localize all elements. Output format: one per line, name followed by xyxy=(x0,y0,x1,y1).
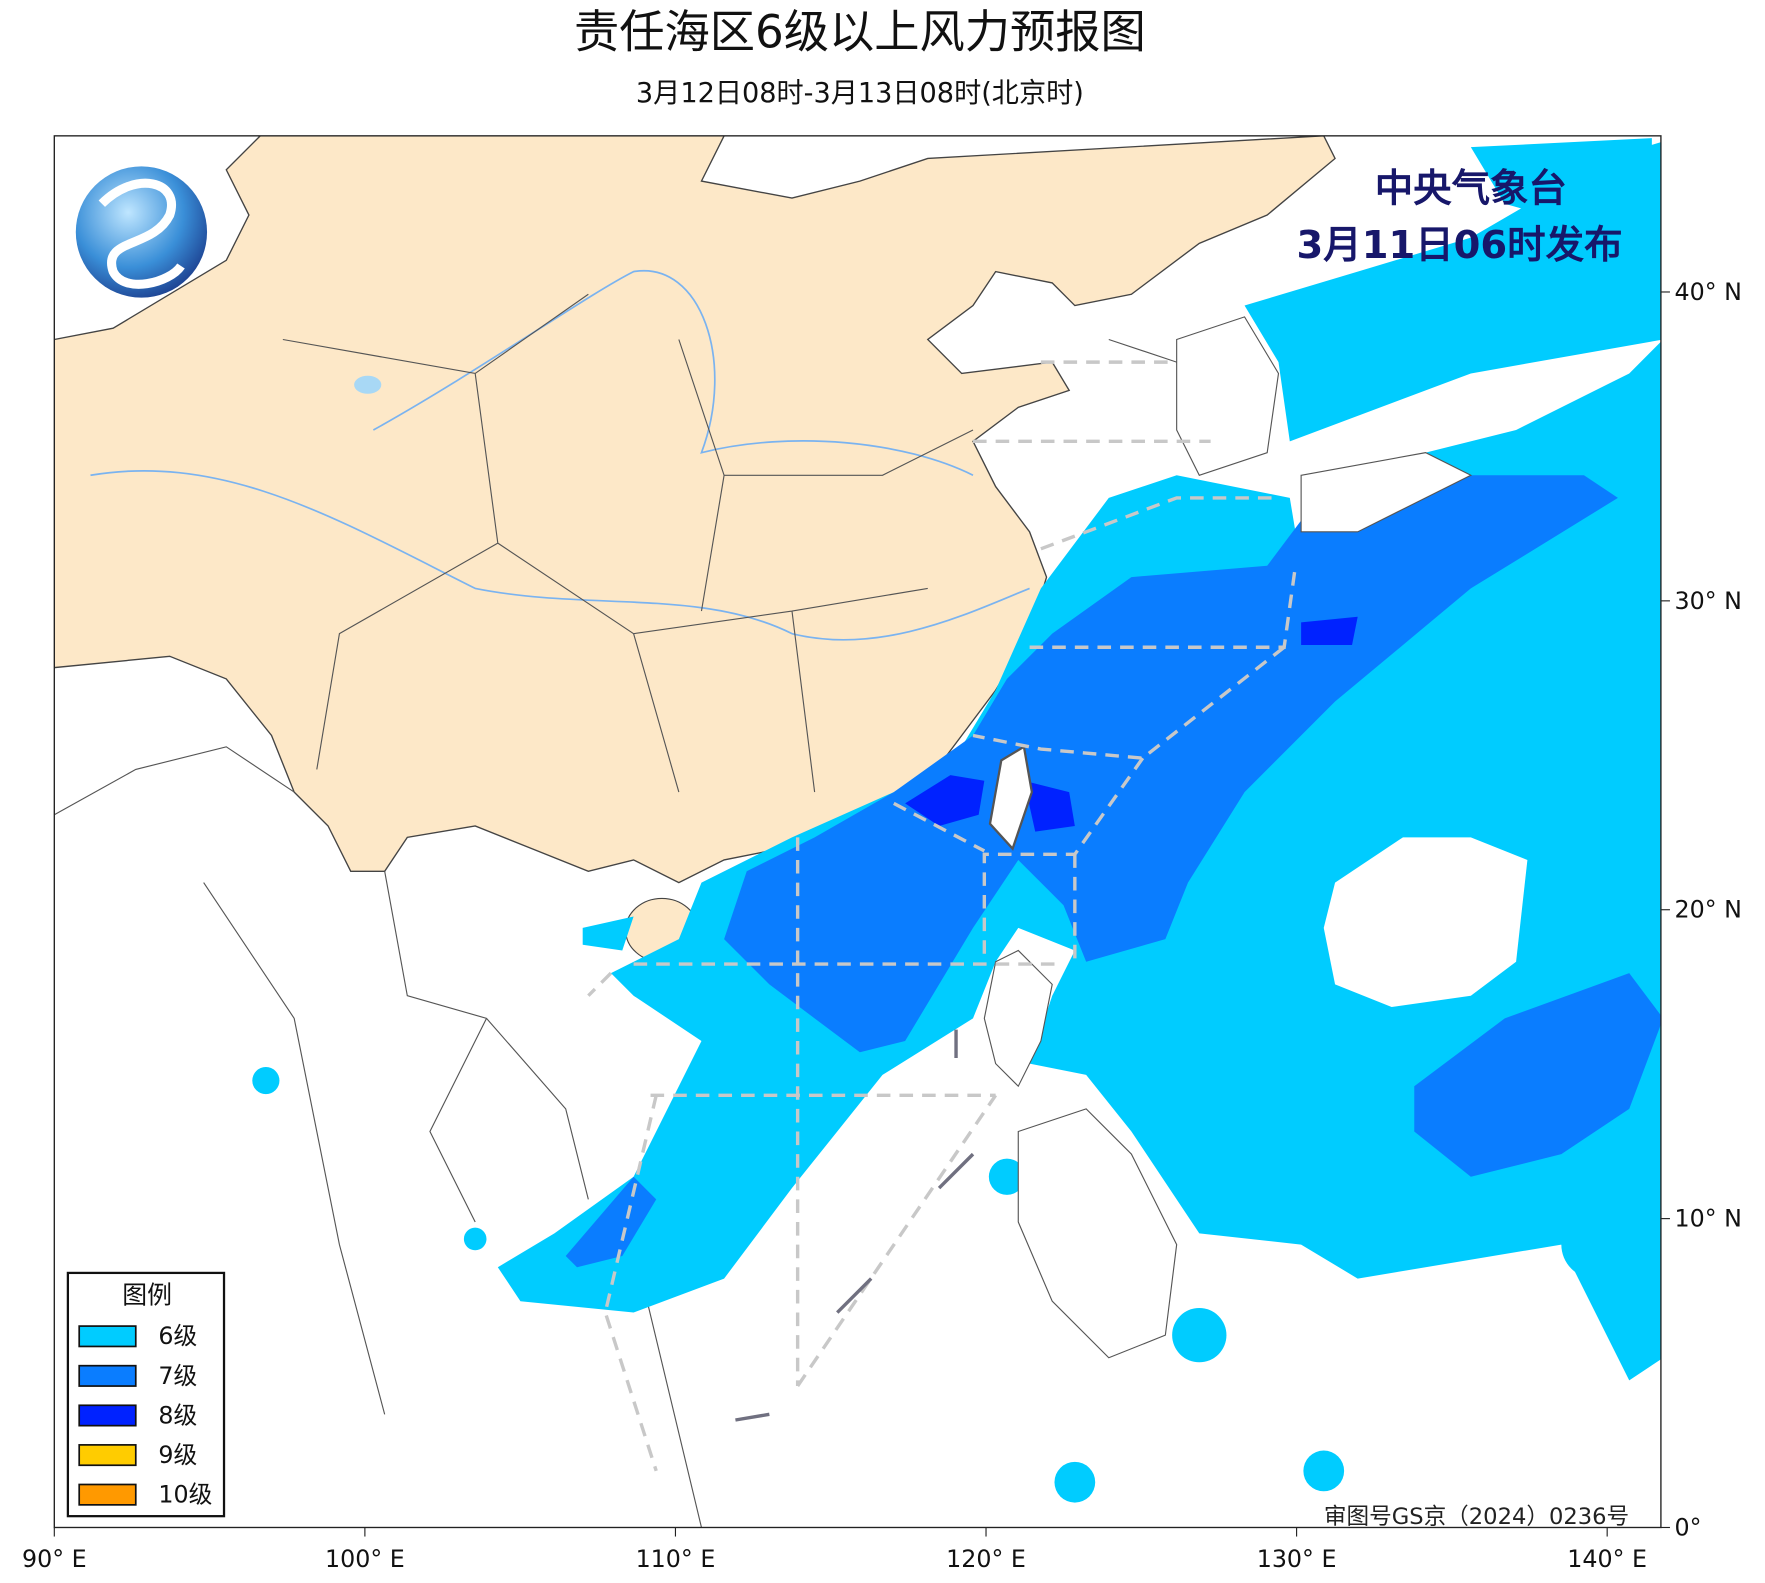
lat-label: 0° xyxy=(1674,1513,1701,1541)
map-frame xyxy=(53,135,1662,1529)
wind-area xyxy=(1414,973,1661,1177)
legend-swatch xyxy=(78,1444,137,1467)
river xyxy=(90,470,1030,641)
issuer-time: 3月11日06时发布 xyxy=(1296,223,1622,268)
legend-label: 9级 xyxy=(158,1441,197,1469)
philippines xyxy=(1017,1108,1178,1359)
lat-label: 20° N xyxy=(1674,896,1741,924)
wind-area xyxy=(1561,1210,1630,1279)
legend: 图例 6级 7级 8级 9级 10级 xyxy=(66,1271,226,1518)
wind-area xyxy=(1301,616,1358,645)
issuer-name: 中央气象台 xyxy=(1375,166,1567,211)
ocean-gap xyxy=(1323,837,1528,1008)
taiwan xyxy=(988,744,1034,851)
axis-labels: 90° E 100° E 110° E 120° E 130° E 140° E 40° N… xyxy=(22,278,1742,1573)
legend-label: 7级 xyxy=(158,1362,197,1390)
sea-zone-lines xyxy=(587,360,1298,1472)
legend-title: 图例 xyxy=(122,1280,172,1309)
wind-area xyxy=(905,775,985,827)
wind-area xyxy=(1054,1461,1096,1503)
legend-box xyxy=(66,1271,226,1518)
wind-level-7 xyxy=(565,475,1661,1268)
legend-label: 8级 xyxy=(158,1401,197,1429)
wind-area xyxy=(1023,780,1075,832)
korea-japan xyxy=(1176,316,1473,533)
wind-area xyxy=(565,1176,657,1268)
wind-level-8 xyxy=(905,616,1358,832)
logo-mark xyxy=(98,178,185,289)
wind-area xyxy=(988,1158,1026,1195)
lat-label: 40° N xyxy=(1674,278,1741,306)
wind-area xyxy=(1470,138,1652,227)
lon-label: 130° E xyxy=(1257,1545,1337,1573)
wind-area xyxy=(1172,1307,1227,1363)
lon-label: 110° E xyxy=(636,1545,716,1573)
wind-area xyxy=(724,475,1618,1053)
map-body xyxy=(54,135,1661,1528)
lon-label: 140° E xyxy=(1567,1545,1647,1573)
legend-label: 6级 xyxy=(158,1322,197,1350)
lat-label: 30° N xyxy=(1674,587,1741,615)
china-land xyxy=(54,135,1336,884)
river xyxy=(372,269,974,477)
lon-label: 90° E xyxy=(22,1545,87,1573)
legend-swatch xyxy=(78,1364,137,1387)
sea-zone-line xyxy=(587,360,1298,1472)
logo xyxy=(75,166,208,298)
lake xyxy=(354,375,382,394)
legend-swatch xyxy=(78,1404,137,1427)
wind-area xyxy=(463,1227,487,1251)
neighbor-borders xyxy=(54,338,1200,1528)
lon-label: 120° E xyxy=(946,1545,1026,1573)
province-borders xyxy=(282,293,974,793)
legend-swatch xyxy=(78,1325,137,1348)
lat-label: 10° N xyxy=(1674,1205,1741,1233)
luzon xyxy=(983,949,1053,1088)
lon-label: 100° E xyxy=(325,1545,405,1573)
legend-swatch xyxy=(78,1483,137,1506)
island-marks xyxy=(735,1029,975,1422)
map-subtitle: 3月12日08时-3月13日08时(北京时) xyxy=(636,78,1084,109)
wind-area xyxy=(252,1066,280,1095)
legend-label: 10级 xyxy=(158,1481,212,1509)
approval-number: 审图号GS京（2024）0236号 xyxy=(1324,1504,1629,1530)
wind-area xyxy=(1303,1450,1345,1492)
map-title: 责任海区6级以上风力预报图 xyxy=(574,6,1146,59)
wind-area xyxy=(582,916,634,951)
